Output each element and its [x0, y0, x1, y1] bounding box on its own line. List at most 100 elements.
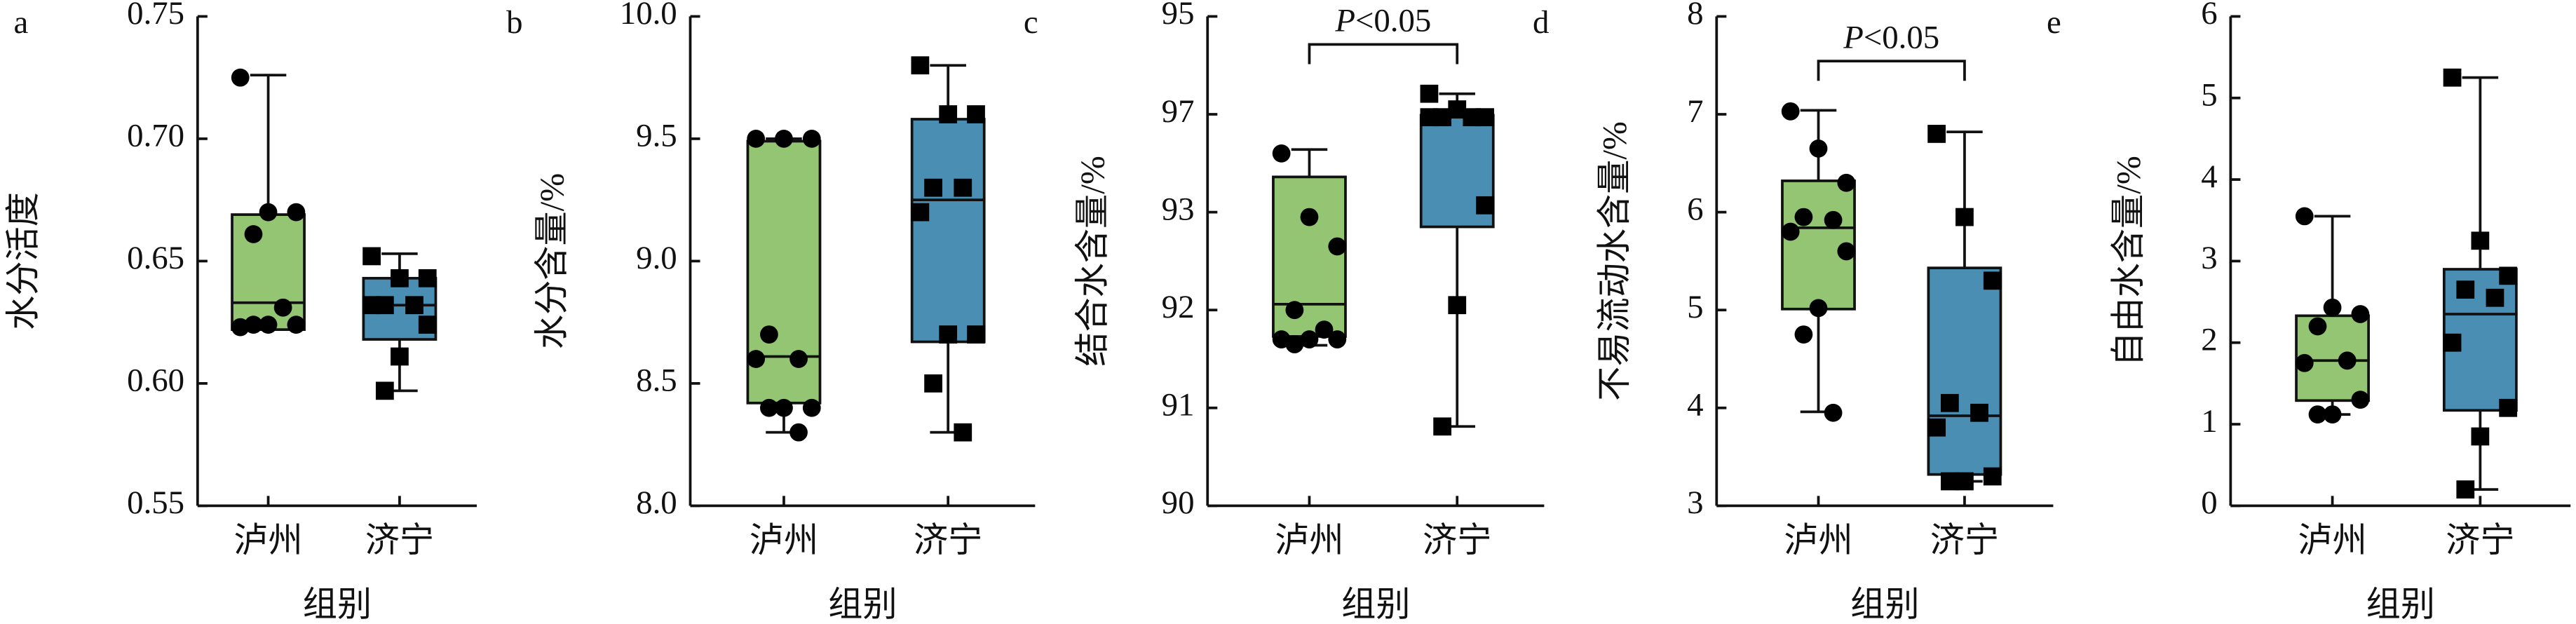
significance-bracket	[1308, 43, 1459, 65]
x-tick-label: 济宁	[2446, 521, 2514, 559]
point	[2338, 351, 2357, 370]
x-tick-label: 济宁	[1423, 521, 1491, 559]
panel-letter: a	[14, 4, 29, 41]
y-tick-label: 2	[2201, 321, 2217, 358]
y-tick-label: 9.0	[636, 240, 677, 276]
point	[244, 225, 263, 243]
point	[1420, 84, 1439, 103]
point	[2351, 391, 2370, 409]
point	[2499, 398, 2518, 417]
point	[2456, 480, 2475, 498]
x-tick-label: 济宁	[914, 521, 982, 559]
box	[231, 213, 306, 331]
point	[2351, 305, 2370, 323]
panel: e 自由水含量/% 组别 0 1 2 3 4 5 6 泸州 济宁	[2047, 0, 2571, 623]
y-axis-label: 不易流动水含量/%	[1595, 121, 1634, 401]
panel-letter: d	[1533, 4, 1549, 41]
point	[802, 398, 821, 417]
panel-letter: e	[2047, 4, 2061, 41]
point	[1837, 242, 1856, 261]
point	[747, 130, 766, 148]
point	[1448, 296, 1467, 315]
y-axis-label: 水分含量/%	[533, 173, 571, 349]
point	[775, 398, 793, 417]
point	[2323, 405, 2342, 423]
point	[1300, 330, 1319, 348]
point	[967, 325, 985, 344]
box	[910, 118, 986, 344]
point	[939, 105, 958, 123]
y-tick-label: 92	[1162, 289, 1195, 325]
x-axis-label: 组别	[828, 585, 897, 623]
point	[391, 347, 409, 366]
y-tick-label: 6	[2201, 0, 2217, 32]
y-tick-label: 8.0	[636, 484, 677, 521]
point	[2295, 353, 2314, 372]
point	[1315, 320, 1334, 339]
point	[1824, 210, 1843, 229]
point	[2308, 317, 2327, 336]
y-tick-label: 0.60	[127, 362, 184, 399]
point	[1940, 393, 1959, 412]
point	[1463, 108, 1482, 127]
point	[1476, 196, 1494, 215]
point	[1285, 335, 1304, 353]
point	[418, 316, 437, 334]
point	[1824, 403, 1843, 422]
x-axis-label: 组别	[303, 585, 372, 623]
panel-letter: c	[1024, 4, 1038, 41]
y-tick-label: 3	[1687, 484, 1703, 521]
x-axis-label: 组别	[1341, 585, 1410, 623]
y-tick-label: 10.0	[620, 0, 677, 32]
x-tick-label: 泸州	[750, 521, 818, 559]
point	[911, 203, 930, 222]
y-tick-label: 0.55	[127, 484, 184, 521]
point	[2443, 68, 2462, 87]
point	[789, 350, 808, 368]
y-tick-label: 4	[1687, 387, 1703, 423]
point	[231, 68, 250, 87]
panel-letter: b	[506, 4, 522, 41]
y-tick-label: 91	[1162, 387, 1195, 423]
x-axis-label: 组别	[1850, 585, 1919, 623]
point	[287, 316, 306, 334]
panel: d 不易流动水含量/% 组别 3 4 5 6 7 8 泸州 济宁 P<0.05	[1533, 0, 2054, 623]
point	[1328, 330, 1347, 348]
point	[244, 316, 263, 334]
x-tick-label: 济宁	[1930, 521, 1999, 559]
box	[1927, 266, 2002, 476]
y-tick-label: 8.5	[636, 362, 677, 399]
y-tick-label: 90	[1162, 484, 1195, 521]
point	[1970, 403, 1988, 422]
point	[259, 203, 278, 222]
box	[1272, 175, 1347, 338]
point	[2471, 231, 2490, 250]
point	[775, 130, 793, 148]
point	[2456, 280, 2475, 299]
point	[2323, 298, 2342, 317]
point	[954, 423, 972, 442]
point	[418, 269, 437, 287]
point	[1781, 222, 1800, 241]
y-axis-label: 水分活度	[4, 192, 43, 330]
point	[405, 296, 423, 315]
point	[939, 325, 958, 344]
y-axis-label: 结合水含量/%	[1073, 156, 1111, 366]
point	[1300, 208, 1319, 226]
point	[1927, 418, 1946, 437]
point	[1272, 144, 1291, 163]
y-tick-label: 7	[1687, 93, 1703, 130]
point	[802, 130, 821, 148]
point	[2471, 427, 2490, 446]
point	[1794, 208, 1813, 226]
point	[760, 398, 778, 417]
point	[1285, 301, 1304, 320]
y-tick-label: 1	[2201, 403, 2217, 440]
point	[924, 374, 942, 393]
y-tick-label: 0.75	[127, 0, 184, 32]
panel: b 水分含量/% 组别 8.0 8.5 9.0 9.5 10.0 泸州 济宁	[506, 0, 1036, 623]
significance-italic: P	[1334, 3, 1355, 39]
